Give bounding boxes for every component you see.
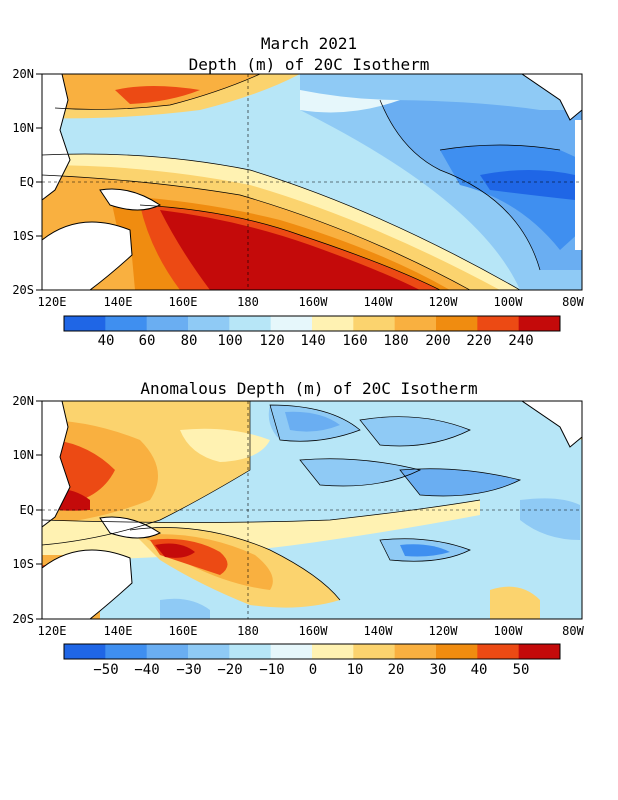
lon-label: 120W [429,624,459,638]
colorbar-swatch [312,644,354,659]
colorbar-label: −10 [259,662,284,678]
colorbar-swatch [353,644,396,659]
lon-label: 80W [562,624,584,638]
depth-lon-labels: 120E 140E 160E 180 160W 140W 120W 100W 8… [38,295,585,309]
land-asia [42,74,71,201]
depth-map-frame [36,73,583,291]
lat-label: 10S [12,557,34,571]
colorbar-swatch [105,316,148,331]
lon-label: 140W [364,295,394,309]
lon-label: 160W [299,295,329,309]
colorbar-label: 60 [139,333,156,349]
lon-label: 120W [429,295,459,309]
colorbar-swatch [229,644,272,659]
lon-label: 180 [237,295,259,309]
anomaly-lat-labels: 20N 10N EQ 10S 20S [12,394,34,626]
colorbar-label: 10 [347,662,364,678]
colorbar-swatch [229,316,272,331]
lon-label: 140E [104,624,133,638]
lat-label: 20N [12,67,34,81]
lon-label: 180 [237,624,259,638]
colorbar-frame [63,315,561,332]
colorbar-swatch [270,316,313,331]
colorbar-swatch [518,644,561,659]
colorbar-label: −20 [217,662,242,678]
anomaly-colorbar: −50 −40 −30 −20 −10 0 10 20 30 40 50 [63,643,561,678]
colorbar-label: −30 [176,662,201,678]
lon-label: 120E [38,295,67,309]
figure-title: March 2021 [260,34,358,53]
panel2-title: Anomalous Depth (m) of 20C Isotherm [140,379,478,398]
colorbar-swatch [64,316,106,331]
lat-label: 20S [12,283,34,297]
colorbar-label: 200 [425,333,450,349]
colorbar-label: 180 [383,333,408,349]
colorbar-label: 240 [508,333,533,349]
colorbar2-swatches [63,643,561,660]
lon-label: 140W [364,624,394,638]
lon-label: 100W [494,295,524,309]
anomaly-lon-labels: 120E 140E 160E 180 160W 140W 120W 100W 8… [38,624,585,638]
lat-label: 20S [12,612,34,626]
colorbar-swatch [353,316,396,331]
depth-colorbar: 40 60 80 100 120 140 160 180 200 220 240 [63,315,561,349]
colorbar-swatch [477,644,520,659]
colorbar-swatch [64,644,106,659]
land-americas [521,401,582,448]
land-asia [42,401,71,528]
colorbar-label: 50 [513,662,530,678]
lat-label: EQ [20,503,34,517]
colorbar-label: −50 [93,662,118,678]
anomaly-map-frame [36,400,583,620]
lat-label: 10N [12,121,34,135]
land-australia [42,549,133,619]
colorbar-label: 0 [309,662,317,678]
lon-label: 80W [562,295,584,309]
depth-lat-labels: 20N 10N EQ 10S 20S [12,67,34,297]
land-australia [42,221,133,290]
colorbar-label: 120 [259,333,284,349]
colorbar-swatch [436,316,478,331]
lon-label: 160E [169,624,198,638]
lat-label: 20N [12,394,34,408]
colorbar-frame [63,643,561,660]
colorbar-label: 40 [471,662,488,678]
colorbar-swatch [105,644,148,659]
colorbar-swatch [146,644,189,659]
lon-label: 140E [104,295,133,309]
colorbar-swatch [436,644,478,659]
colorbar-swatch [394,316,437,331]
colorbar-label: 220 [466,333,491,349]
lat-label: EQ [20,175,34,189]
colorbar-swatch [188,644,230,659]
lon-label: 100W [494,624,524,638]
colorbar-label: 140 [300,333,325,349]
colorbar1-labels: 40 60 80 100 120 140 160 180 200 220 240 [98,333,534,349]
colorbar-swatch [312,316,354,331]
colorbar-label: 40 [98,333,115,349]
lon-label: 160W [299,624,329,638]
colorbar-label: 80 [181,333,198,349]
lat-label: 10S [12,229,34,243]
colorbar2-labels: −50 −40 −30 −20 −10 0 10 20 30 40 50 [93,662,529,678]
colorbar-swatch [518,316,561,331]
colorbar1-swatches [63,315,561,332]
lon-label: 160E [169,295,198,309]
colorbar-label: 160 [342,333,367,349]
colorbar-label: 100 [217,333,242,349]
colorbar-swatch [394,644,437,659]
land-new-guinea [99,188,161,211]
panel1-title: Depth (m) of 20C Isotherm [188,55,430,74]
colorbar-swatch [146,316,189,331]
colorbar-label: 20 [388,662,405,678]
land-americas [521,74,582,121]
colorbar-swatch [188,316,230,331]
colorbar-swatch [270,644,313,659]
colorbar-label: −40 [134,662,159,678]
lat-label: 10N [12,448,34,462]
lon-label: 120E [38,624,67,638]
colorbar-label: 30 [430,662,447,678]
colorbar-swatch [477,316,520,331]
